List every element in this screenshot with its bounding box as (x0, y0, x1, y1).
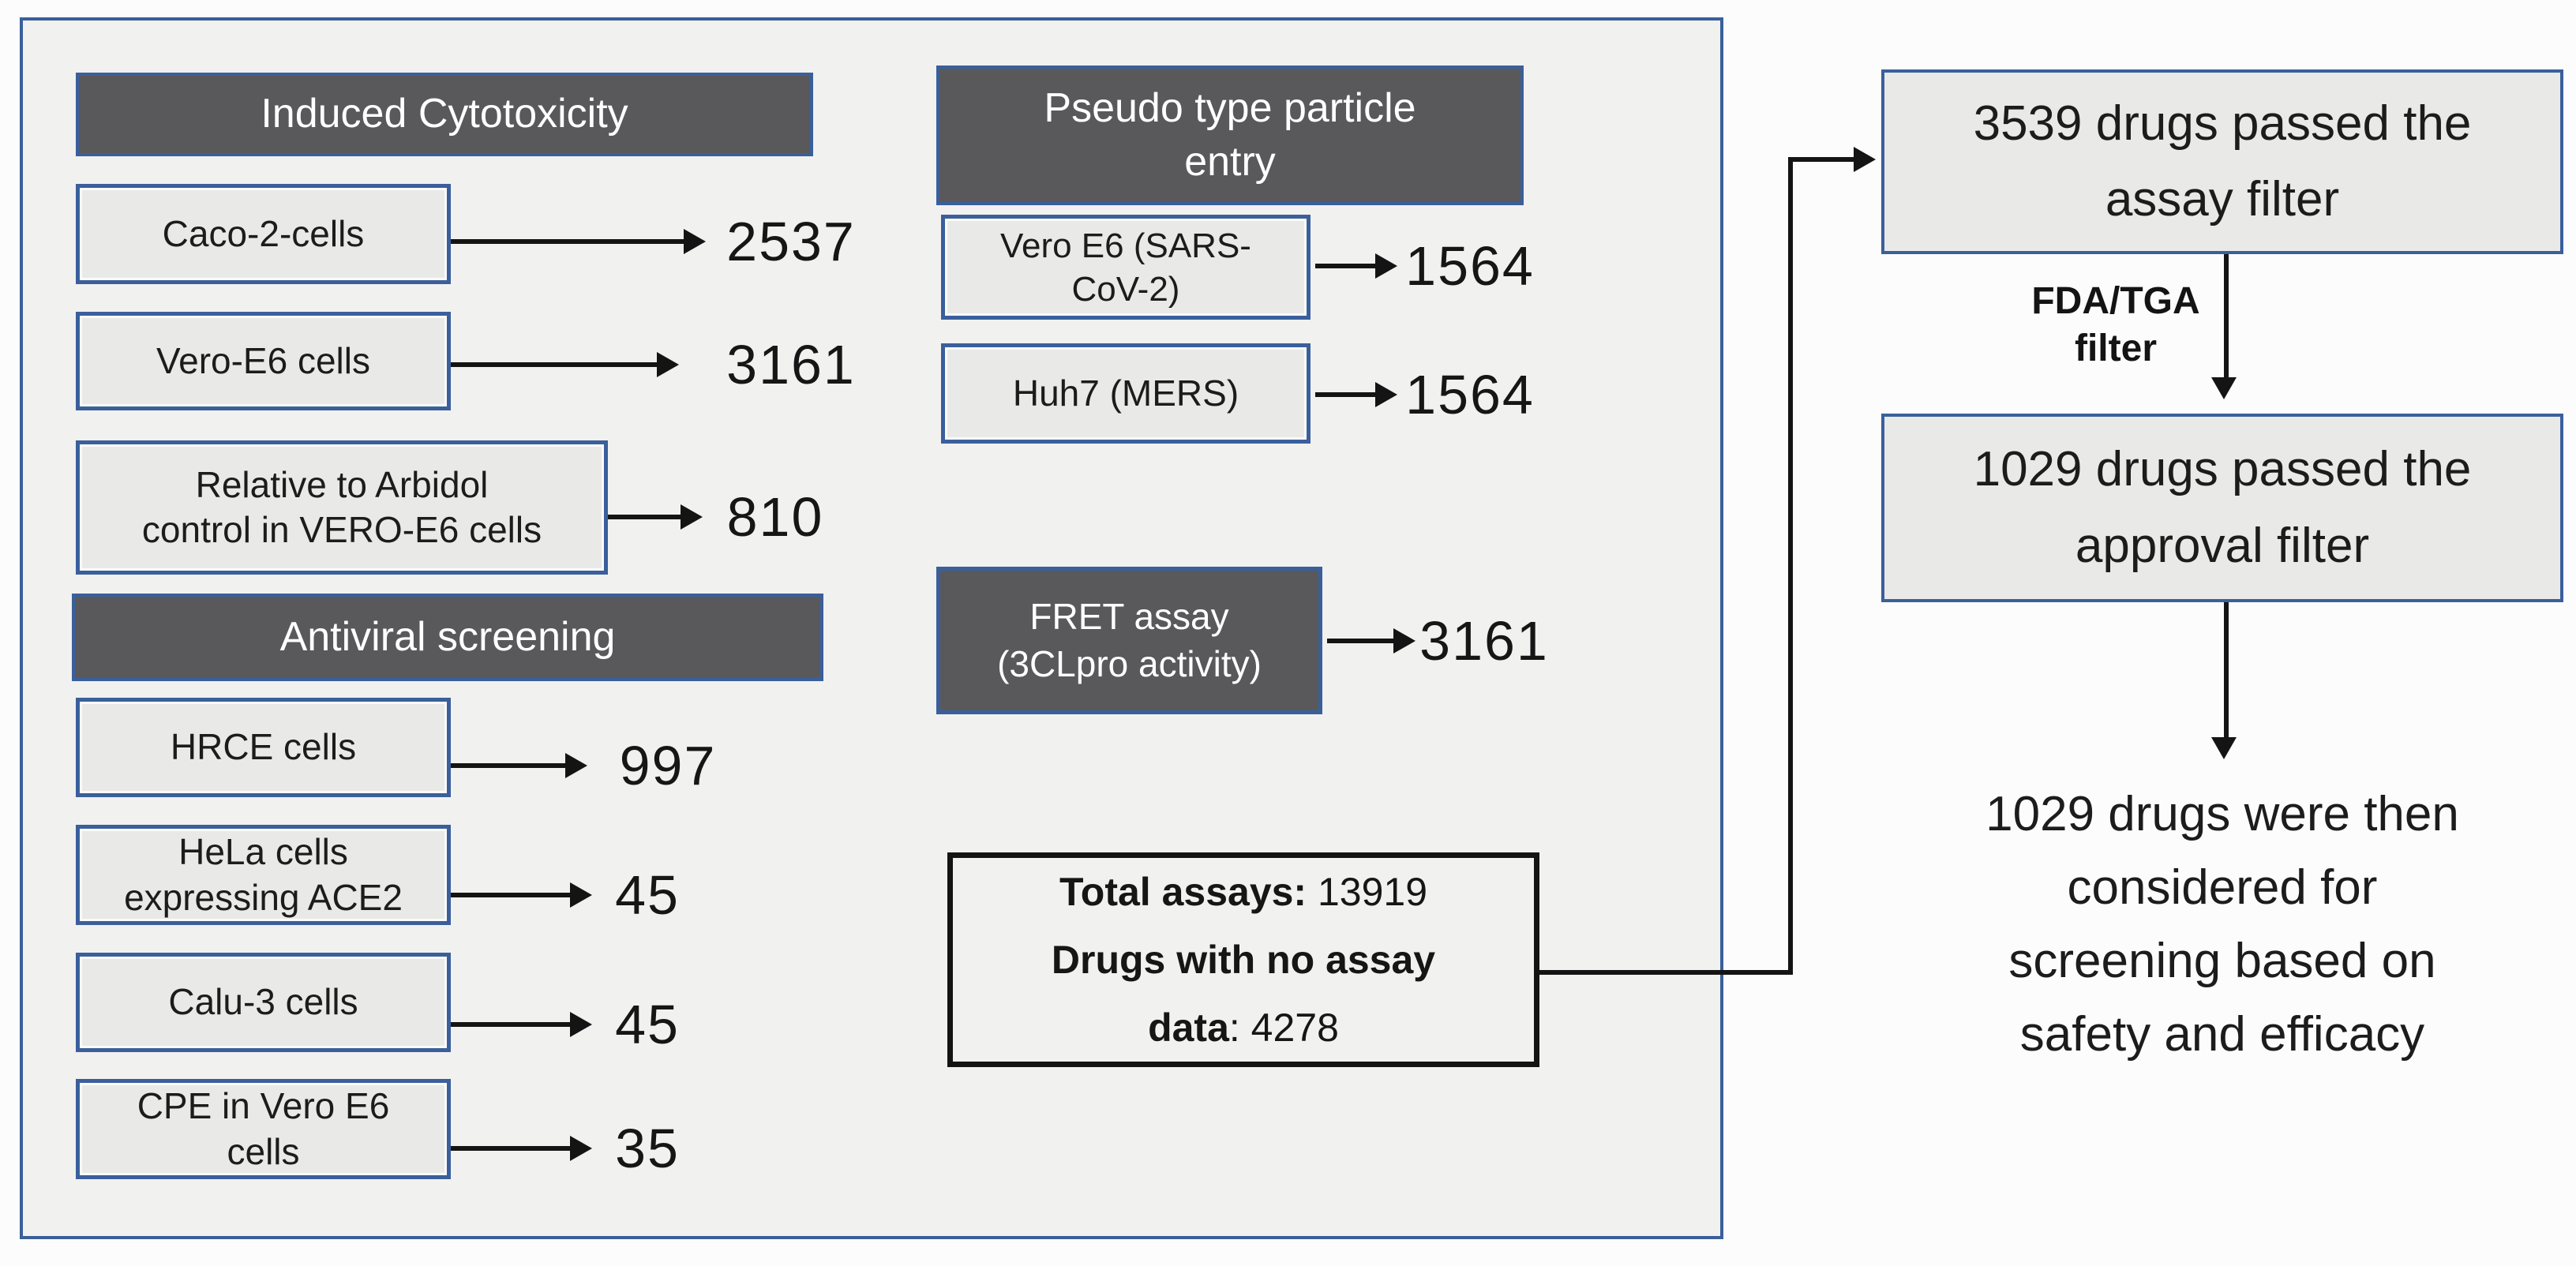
node-approval-filter-result: 1029 drugs passed the approval filter (1881, 414, 2563, 602)
totals-line1-value: 13919 (1307, 870, 1428, 914)
node-label-line2: approval filter (2075, 518, 2370, 573)
node-label-line1: Relative to Arbidol (195, 463, 489, 505)
connector-horizontal-bottom (1539, 970, 1793, 975)
arrow-line (451, 239, 684, 244)
node-hela-ace2: HeLa cells expressing ACE2 (76, 825, 451, 925)
node-arbidol-control: Relative to Arbidol control in VERO-E6 c… (76, 440, 608, 575)
arrow-line (451, 1022, 570, 1027)
totals-line3-value: : 4278 (1228, 1006, 1339, 1050)
header-label-line1: Pseudo type particle (1044, 84, 1416, 131)
count-vero-sars: 1564 (1405, 235, 1535, 297)
totals-line1: Total assays: 13919 (1059, 858, 1427, 926)
node-label: HRCE cells (170, 726, 357, 768)
arrowhead-right-icon (570, 1012, 592, 1037)
final-line1: 1029 drugs were then (1985, 787, 2459, 841)
count-hrce: 997 (619, 735, 717, 796)
arrow-line (451, 893, 570, 897)
count-fret: 3161 (1419, 610, 1549, 672)
node-label: Huh7 (MERS) (1012, 372, 1239, 414)
arrowhead-right-icon (565, 753, 587, 778)
arrowhead-right-icon (684, 229, 706, 254)
node-cpe-vero-e6: CPE in Vero E6 cells (76, 1079, 451, 1179)
node-label-line2: assay filter (2105, 172, 2340, 227)
node-total-assays: Total assays: 13919 Drugs with no assay … (947, 852, 1539, 1067)
final-line3: screening based on (2008, 934, 2436, 988)
header-label: Induced Cytotoxicity (261, 91, 628, 137)
arrowhead-down-icon (2211, 737, 2237, 759)
node-vero-e6-cells: Vero-E6 cells (76, 312, 451, 410)
arrowhead-right-icon (570, 882, 592, 908)
count-cpe: 35 (615, 1118, 680, 1179)
header-antiviral-screening: Antiviral screening (72, 594, 823, 681)
node-label-line2: control in VERO-E6 cells (141, 509, 542, 550)
arrow-line (2224, 254, 2229, 380)
arrowhead-right-icon (657, 352, 679, 377)
node-label-line1: HeLa cells (178, 831, 348, 872)
node-label-line1: CPE in Vero E6 (137, 1085, 390, 1126)
node-label-line1: 3539 drugs passed the (1973, 96, 2472, 151)
node-label-line2: cells (227, 1130, 300, 1172)
text-final-screening: 1029 drugs were then considered for scre… (1887, 777, 2558, 1071)
node-caco-2-cells: Caco-2-cells (76, 184, 451, 284)
final-line2: considered for (2067, 860, 2378, 915)
arrow-line (451, 763, 565, 768)
count-arbidol: 810 (726, 486, 824, 548)
arrowhead-right-icon (570, 1136, 592, 1161)
node-hrce-cells: HRCE cells (76, 698, 451, 797)
totals-line3: data: 4278 (1148, 994, 1339, 1062)
count-hela: 45 (615, 864, 680, 926)
arrow-line (1327, 639, 1393, 643)
count-caco: 2537 (726, 211, 856, 272)
arrow-line (1315, 392, 1375, 397)
final-line4: safety and efficacy (2019, 1007, 2425, 1062)
totals-line2-label: Drugs with no assay (1051, 938, 1436, 982)
node-vero-e6-sars-cov-2: Vero E6 (SARS- CoV-2) (941, 215, 1310, 320)
node-label-line1: Vero E6 (SARS- (1000, 226, 1251, 265)
node-label: Vero-E6 cells (156, 339, 370, 381)
fda-line1: FDA/TGA (2031, 280, 2200, 322)
node-fret-assay: FRET assay (3CLpro activity) (936, 567, 1322, 714)
connector-vertical (1788, 157, 1793, 975)
node-label-line1: FRET assay (1029, 595, 1229, 637)
totals-line3-label: data (1148, 1006, 1229, 1050)
header-label: Antiviral screening (279, 613, 616, 660)
count-calu3: 45 (615, 994, 680, 1055)
node-label-line1: 1029 drugs passed the (1973, 442, 2472, 497)
arrowhead-right-icon (1375, 253, 1397, 279)
node-label: Caco-2-cells (162, 212, 365, 254)
totals-line1-label: Total assays: (1059, 870, 1307, 914)
arrow-line (451, 362, 657, 367)
arrowhead-right-icon (681, 504, 703, 530)
fda-line2: filter (2074, 328, 2157, 369)
arrow-line (451, 1146, 570, 1151)
arrow-line (608, 515, 681, 519)
node-label: Calu-3 cells (168, 981, 358, 1023)
node-label-line2: (3CLpro activity) (997, 642, 1262, 684)
node-assay-filter-result: 3539 drugs passed the assay filter (1881, 69, 2563, 254)
arrow-line (1315, 264, 1375, 268)
arrowhead-right-icon (1375, 382, 1397, 407)
totals-line2: Drugs with no assay (1052, 926, 1435, 994)
arrowhead-right-icon (1393, 628, 1415, 654)
node-calu-3-cells: Calu-3 cells (76, 953, 451, 1052)
header-induced-cytotoxicity: Induced Cytotoxicity (76, 73, 813, 156)
label-fda-tga-filter: FDA/TGA filter (1942, 278, 2289, 373)
node-label-line2: expressing ACE2 (124, 876, 403, 918)
arrowhead-right-icon (1854, 147, 1876, 172)
header-pseudo-type-particle-entry: Pseudo type particle entry (936, 66, 1524, 205)
node-label-line2: CoV-2) (1071, 269, 1180, 309)
arrowhead-down-icon (2211, 377, 2237, 399)
count-vero-e6: 3161 (726, 334, 856, 395)
arrow-line (2224, 602, 2229, 740)
count-huh7: 1564 (1405, 364, 1535, 425)
header-label-line2: entry (1184, 138, 1276, 185)
node-huh7-mers: Huh7 (MERS) (941, 343, 1310, 444)
connector-horizontal-top (1788, 157, 1855, 162)
